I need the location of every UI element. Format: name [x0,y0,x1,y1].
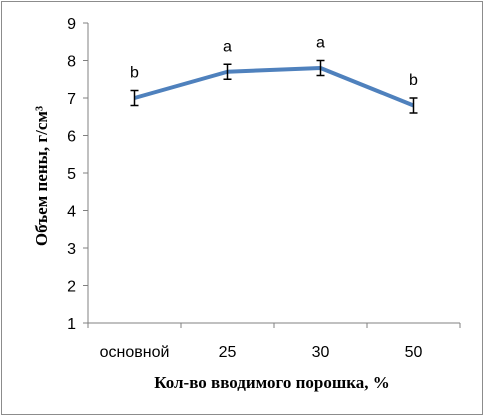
significance-label: b [130,65,139,82]
series-line [133,66,415,108]
y-tick-label: 1 [67,316,76,333]
y-tick-label: 2 [67,279,76,296]
y-axis-title: Объем пены, г/см³ [32,106,51,246]
y-tick-label: 8 [67,54,76,71]
error-bar [316,59,325,77]
y-tick-label: 6 [67,129,76,146]
series: b a a b [130,35,418,114]
x-tick-label: 25 [219,344,237,361]
y-tick-label: 9 [67,16,76,33]
significance-label: b [409,72,418,89]
x-axis-title: Кол-во вводимого порошка, % [154,373,389,392]
y-tick-label: 3 [67,241,76,258]
error-bar [130,89,139,107]
x-tick-label: основной [100,344,170,361]
y-tick-label: 5 [67,166,76,183]
y-tick-label: 7 [67,91,76,108]
significance-label: a [223,38,232,55]
x-tick-label: 30 [312,344,330,361]
x-tick-label: 50 [405,344,423,361]
significance-label: a [316,35,325,52]
error-bar [223,63,232,80]
y-tick-label: 4 [67,204,76,221]
axis-ticks: 1 2 3 4 5 6 7 8 9 основной 25 30 50 [67,16,461,361]
error-bar [409,97,418,114]
